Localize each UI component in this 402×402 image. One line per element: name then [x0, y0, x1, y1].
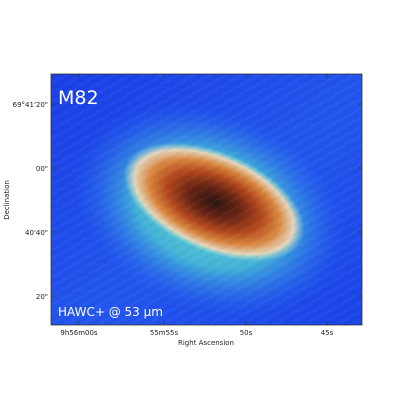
x-axis: 9h56m00s 55m55s 50s 45s Right Ascension	[60, 321, 334, 347]
right-ticks	[358, 103, 362, 297]
x-tick-label: 55m55s	[150, 329, 179, 337]
x-tick-label: 45s	[321, 329, 334, 337]
y-axis-title: Declination	[3, 180, 11, 220]
y-tick-label: 00"	[36, 165, 48, 173]
y-tick-label: 69°41'20"	[13, 101, 48, 109]
polarization-streaks	[51, 74, 362, 325]
plot-frame	[50, 73, 363, 326]
image-panel	[51, 74, 362, 325]
instrument-label: HAWC+ @ 53 μm	[58, 305, 163, 319]
top-ticks	[78, 74, 328, 78]
y-tick-label: 20"	[36, 293, 48, 301]
x-axis-title: Right Ascension	[178, 339, 234, 347]
object-label: M82	[58, 87, 99, 109]
x-tick-label: 50s	[240, 329, 253, 337]
y-tick-label: 40'40"	[25, 229, 48, 237]
y-axis: 69°41'20" 00" 40'40" 20" Declination	[3, 101, 55, 301]
x-tick-label: 9h56m00s	[60, 329, 98, 337]
